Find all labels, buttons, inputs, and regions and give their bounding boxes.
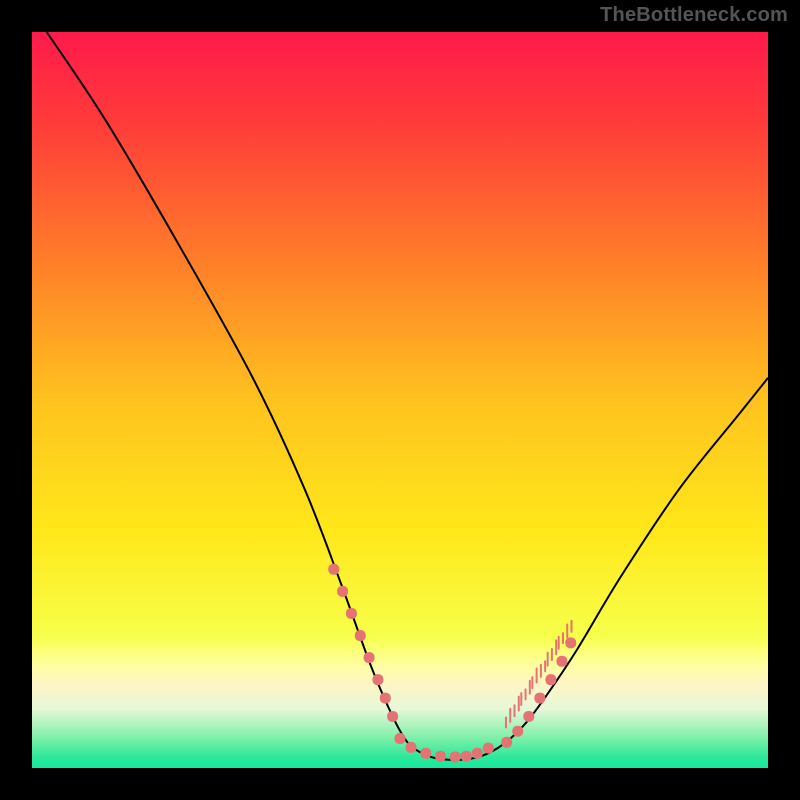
marker-dot	[380, 693, 391, 704]
stage: TheBottleneck.com	[0, 0, 800, 800]
marker-dot	[523, 711, 534, 722]
marker-dot	[534, 693, 545, 704]
marker-dot	[461, 751, 472, 762]
marker-dot	[420, 748, 431, 759]
marker-dot	[435, 751, 446, 762]
marker-dot	[328, 564, 339, 575]
marker-dot	[512, 726, 523, 737]
marker-dot	[565, 637, 576, 648]
marker-dot	[364, 652, 375, 663]
marker-dot	[556, 656, 567, 667]
marker-dot	[337, 586, 348, 597]
bottleneck-chart	[0, 0, 800, 800]
marker-dot	[501, 737, 512, 748]
marker-dot	[355, 630, 366, 641]
marker-dot	[450, 751, 461, 762]
marker-dot	[406, 742, 417, 753]
marker-dot	[372, 674, 383, 685]
marker-dot	[395, 733, 406, 744]
watermark-text: TheBottleneck.com	[600, 4, 788, 27]
marker-dot	[545, 674, 556, 685]
marker-dot	[472, 748, 483, 759]
plot-background	[32, 32, 768, 768]
marker-dot	[387, 711, 398, 722]
marker-dot	[346, 608, 357, 619]
marker-dot	[483, 743, 494, 754]
